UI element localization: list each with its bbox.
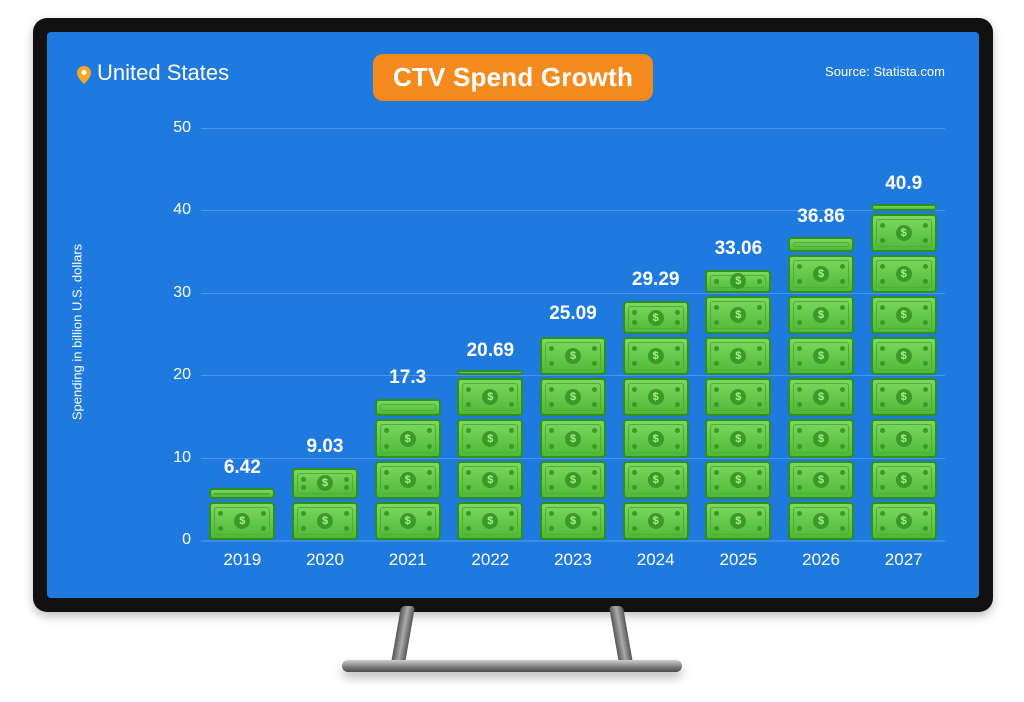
bar-stack: $$$$$ [540,334,606,540]
money-bill-icon: $ [292,468,358,499]
x-tick-label: 2027 [885,550,923,570]
money-bill-icon: $ [375,461,441,499]
money-bill-icon: $ [623,337,689,375]
bar-stack: $$ [292,465,358,540]
money-bill-icon: $ [209,502,275,540]
money-bill-icon: $ [871,296,937,334]
location-text: United States [97,60,229,86]
bars-container: $6.422019$$9.032020$$$17.32021$$$$20.692… [201,128,945,540]
bar-stack: $$$$ [457,367,523,540]
money-bill-icon: $ [871,461,937,499]
x-tick-label: 2020 [306,550,344,570]
money-bill-icon: $ [871,255,937,293]
x-tick-label: 2024 [637,550,675,570]
money-bill-icon: $ [457,461,523,499]
money-bill-icon: $ [705,337,771,375]
money-bill-icon: $ [705,502,771,540]
money-bill-icon: $ [457,502,523,540]
location-label: United States [77,60,229,86]
x-tick-label: 2025 [719,550,757,570]
money-bill-icon: $ [623,461,689,499]
money-bill-icon: $ [623,301,689,334]
money-bill-icon: $ [457,378,523,416]
bar-value-label: 20.69 [467,340,515,362]
money-bill-icon: $ [788,296,854,334]
x-tick-label: 2022 [471,550,509,570]
money-bill-icon: $ [623,502,689,540]
x-tick-label: 2026 [802,550,840,570]
money-bill-icon: $ [788,337,854,375]
bar-value-label: 6.42 [224,457,261,479]
money-bill-icon: $ [788,502,854,540]
bar-stack: $$$$$$$$ [871,201,937,540]
y-tick-label: 20 [147,366,191,384]
money-bill-icon: $ [871,337,937,375]
money-bill-icon: $ [871,378,937,416]
money-bill-icon: $ [871,214,937,252]
money-bill-icon: $ [375,502,441,540]
header: United States CTV Spend Growth Source: S… [47,54,979,110]
bar-value-label: 40.9 [885,173,922,195]
money-bill-icon: $ [705,378,771,416]
y-axis: 01020304050 [147,128,201,540]
money-bill-icon [209,488,275,499]
money-bill-icon: $ [788,419,854,457]
money-bill-icon: $ [788,378,854,416]
x-tick-label: 2021 [389,550,427,570]
money-bill-icon: $ [623,419,689,457]
money-bill-icon: $ [457,419,523,457]
bar-stack: $ [209,485,275,540]
y-tick-label: 30 [147,284,191,302]
money-bill-icon [871,204,937,211]
tv-stand-neck [372,612,652,626]
y-tick-label: 50 [147,119,191,137]
money-bill-icon: $ [540,502,606,540]
money-bill-icon [788,237,854,251]
money-bill-icon [375,399,441,417]
x-tick-label: 2019 [223,550,261,570]
chart-title: CTV Spend Growth [393,62,633,92]
y-tick-label: 0 [147,531,191,549]
money-bill-icon: $ [788,255,854,293]
bar-value-label: 29.29 [632,269,680,291]
money-bill-icon: $ [705,419,771,457]
axis-baseline [201,540,945,542]
money-bill-icon: $ [705,270,771,293]
y-tick-label: 40 [147,201,191,219]
money-bill-icon: $ [292,502,358,540]
source-attribution: Source: Statista.com [825,64,945,79]
bar-value-label: 33.06 [715,238,763,260]
bar-value-label: 9.03 [307,436,344,458]
money-bill-icon: $ [705,461,771,499]
money-bill-icon: $ [540,419,606,457]
money-bill-icon: $ [540,378,606,416]
money-bill-icon: $ [871,502,937,540]
bar-value-label: 25.09 [549,303,597,325]
tv-frame: United States CTV Spend Growth Source: S… [33,18,993,612]
tv-screen: United States CTV Spend Growth Source: S… [47,32,979,598]
tv-stand-base [342,660,682,672]
bar-stack: $$$$$$$ [788,234,854,540]
bar-stack: $$$$$$ [623,298,689,540]
money-bill-icon: $ [871,419,937,457]
money-bill-icon: $ [788,461,854,499]
y-axis-label: Spending in billion U.S. dollars [70,244,85,420]
chart-title-badge: CTV Spend Growth [373,54,653,101]
money-bill-icon [457,370,523,375]
money-bill-icon: $ [705,296,771,334]
money-bill-icon: $ [623,378,689,416]
bar-value-label: 36.86 [797,206,845,228]
plot-area: 01020304050 $6.422019$$9.032020$$$17.320… [147,128,945,540]
x-tick-label: 2023 [554,550,592,570]
bar-stack: $$$ [375,396,441,540]
money-bill-icon: $ [540,337,606,375]
bar-stack: $$$$$$$ [705,267,771,541]
y-tick-label: 10 [147,449,191,467]
money-bill-icon: $ [375,419,441,457]
bar-value-label: 17.3 [389,367,426,389]
location-pin-icon [77,66,91,80]
money-bill-icon: $ [540,461,606,499]
